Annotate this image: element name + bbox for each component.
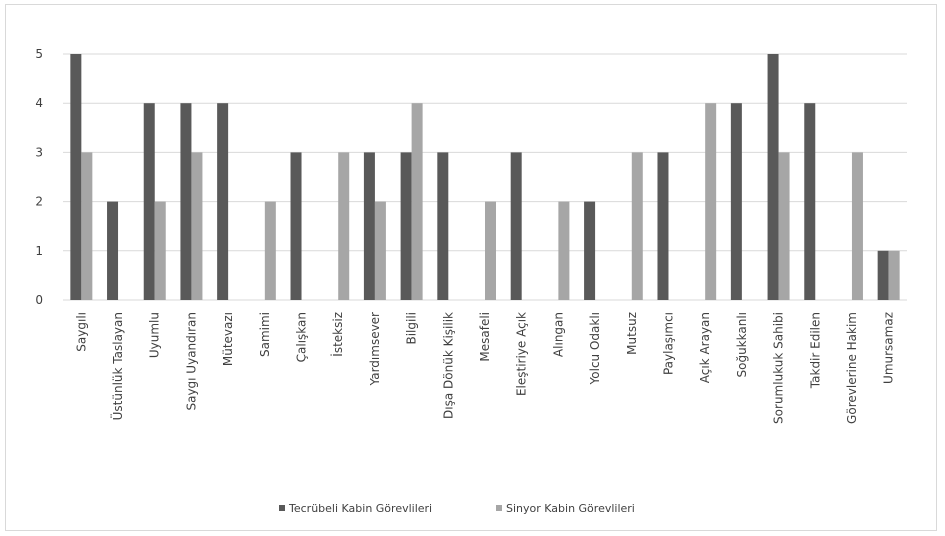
legend-swatch-series-2 bbox=[496, 505, 502, 511]
y-tick-label: 4 bbox=[35, 96, 43, 110]
bar-series-2 bbox=[851, 152, 863, 300]
bar-series-1 bbox=[730, 103, 742, 300]
bar-series-2 bbox=[264, 201, 276, 300]
bar-series-2 bbox=[485, 201, 496, 300]
bar-series-2 bbox=[191, 152, 203, 300]
category-label: Saygı Uyandıran bbox=[184, 312, 198, 411]
category-label: Çalışkan bbox=[295, 312, 309, 362]
bar-series-2 bbox=[411, 103, 423, 300]
bar-series-2 bbox=[81, 152, 93, 300]
x-axis-categories: Saygılı Üstünlük Taslayan Uyumlu Saygı Uyan… bbox=[74, 312, 895, 424]
bar-series-1 bbox=[143, 103, 155, 300]
category-label: Bilgili bbox=[405, 312, 419, 345]
category-label: Takdir Edilen bbox=[808, 312, 822, 389]
category-label: Mesafeli bbox=[478, 312, 492, 362]
bar-series-1 bbox=[363, 152, 375, 300]
bar-layer bbox=[70, 54, 900, 300]
bar-series-1 bbox=[804, 103, 816, 300]
category-label: Alıngan bbox=[551, 312, 565, 357]
y-axis-ticks: 0 1 2 3 4 5 bbox=[35, 47, 43, 307]
bar-series-2 bbox=[374, 201, 386, 300]
category-label: Soğukkanlı bbox=[735, 312, 749, 378]
bar-series-1 bbox=[400, 152, 412, 300]
category-label: Üstünlük Taslayan bbox=[109, 312, 125, 420]
category-label: İsteksiz bbox=[330, 312, 345, 357]
bar-series-2 bbox=[631, 152, 643, 300]
bar-series-2 bbox=[154, 201, 166, 300]
category-label: Yolcu Odaklı bbox=[588, 312, 602, 385]
bar-series-1 bbox=[584, 201, 596, 300]
bar-series-2 bbox=[778, 152, 790, 300]
bar-series-1 bbox=[437, 152, 449, 300]
legend-label-series-2: Sinyor Kabin Görevlileri bbox=[506, 502, 635, 515]
y-tick-label: 1 bbox=[35, 244, 43, 258]
category-label: Yardımsever bbox=[368, 312, 382, 387]
category-label: Mutsuz bbox=[625, 312, 639, 355]
bar-series-1 bbox=[180, 103, 192, 300]
bar-series-2 bbox=[888, 250, 900, 300]
category-label: Açık Arayan bbox=[698, 312, 712, 383]
category-label: Sorumlukuk Sahibi bbox=[772, 312, 786, 424]
category-label: Uyumlu bbox=[148, 312, 162, 358]
category-label: Dışa Dönük Kişilik bbox=[441, 312, 455, 419]
category-label: Paylaşımcı bbox=[661, 312, 675, 375]
y-tick-label: 5 bbox=[35, 47, 43, 61]
bar-series-1 bbox=[290, 152, 302, 300]
grid-layer bbox=[63, 53, 907, 301]
bar-series-2 bbox=[558, 201, 570, 300]
category-label: Görevlerine Hakim bbox=[845, 312, 859, 424]
y-tick-label: 0 bbox=[35, 293, 43, 307]
bar-series-1 bbox=[70, 54, 82, 300]
legend-label-series-1: Tecrübeli Kabin Görevlileri bbox=[288, 502, 432, 515]
category-label: Mütevazı bbox=[221, 312, 235, 366]
bar-series-1 bbox=[107, 201, 119, 300]
bar-series-2 bbox=[705, 103, 717, 300]
legend-swatch-series-1 bbox=[279, 505, 285, 511]
bar-series-1 bbox=[510, 152, 522, 300]
bar-series-1 bbox=[217, 103, 229, 300]
y-tick-label: 2 bbox=[35, 195, 43, 209]
bar-series-2 bbox=[338, 152, 350, 300]
bar-series-1 bbox=[877, 250, 889, 300]
y-tick-label: 3 bbox=[35, 145, 43, 159]
legend: Tecrübeli Kabin Görevlileri Sinyor Kabin… bbox=[279, 502, 635, 515]
category-label: Samimi bbox=[258, 312, 272, 357]
category-label: Saygılı bbox=[74, 312, 88, 352]
bar-series-1 bbox=[657, 152, 669, 300]
bar-series-1 bbox=[767, 54, 779, 300]
category-label: Eleştiriye Açık bbox=[515, 312, 529, 396]
category-label: Umursamaz bbox=[882, 312, 896, 384]
